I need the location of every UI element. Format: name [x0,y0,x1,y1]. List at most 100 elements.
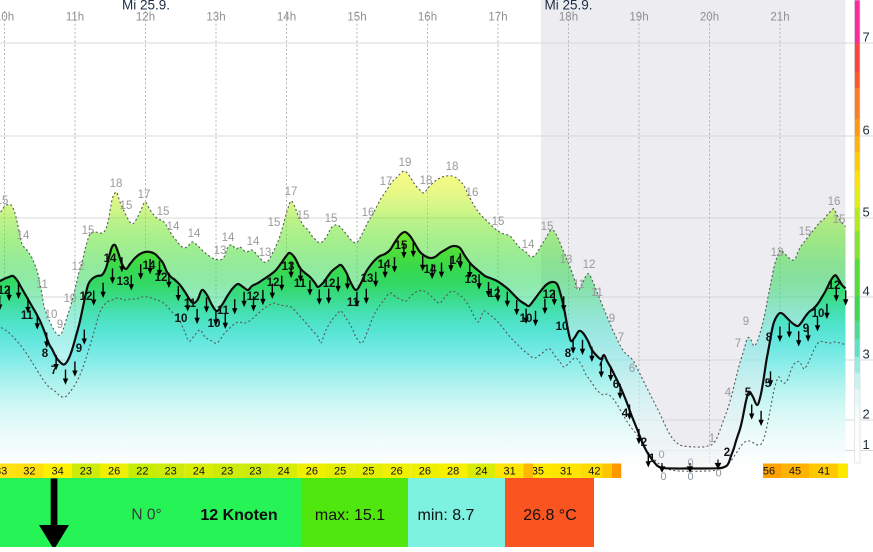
svg-text:15: 15 [833,214,846,226]
svg-text:14: 14 [247,236,260,248]
svg-text:8: 8 [565,348,572,360]
svg-text:26: 26 [419,466,431,478]
svg-text:12: 12 [80,291,93,303]
svg-text:5: 5 [745,387,752,399]
svg-text:13: 13 [771,247,784,259]
svg-text:11: 11 [591,287,603,299]
svg-text:11: 11 [21,310,34,322]
svg-text:42: 42 [588,466,600,478]
svg-text:6: 6 [613,379,619,391]
svg-text:11: 11 [347,297,360,309]
svg-text:18: 18 [420,175,433,187]
svg-text:12: 12 [267,277,280,289]
svg-text:15: 15 [0,195,8,207]
svg-text:25: 25 [362,466,374,478]
svg-text:7: 7 [51,365,57,377]
svg-text:23: 23 [164,466,176,478]
svg-text:8: 8 [42,348,49,360]
svg-text:13: 13 [560,254,573,266]
svg-text:N 0°: N 0° [131,507,161,524]
svg-text:min: 8.7: min: 8.7 [418,507,475,524]
svg-text:28: 28 [447,466,459,478]
svg-text:9: 9 [76,343,82,355]
svg-text:5: 5 [863,205,870,220]
svg-text:15: 15 [82,225,95,237]
svg-text:10: 10 [208,318,221,330]
svg-text:11: 11 [36,279,48,291]
svg-text:9: 9 [57,319,63,331]
svg-text:13: 13 [259,247,272,259]
svg-text:15: 15 [157,206,170,218]
svg-text:0: 0 [660,471,666,483]
svg-text:12: 12 [0,285,10,297]
svg-text:15h: 15h [347,12,366,24]
svg-text:14: 14 [450,255,463,267]
svg-text:24: 24 [475,466,487,478]
svg-text:14: 14 [222,232,235,244]
svg-text:14h: 14h [277,12,296,24]
svg-text:14: 14 [167,221,180,233]
svg-text:13h: 13h [206,12,225,24]
svg-text:17: 17 [380,176,393,188]
svg-text:12h: 12h [136,12,155,24]
svg-text:1: 1 [649,453,656,465]
svg-text:24: 24 [193,466,205,478]
svg-text:1: 1 [709,433,715,445]
svg-text:12: 12 [828,280,841,292]
svg-text:12: 12 [323,278,336,290]
svg-text:Mi 25.9.: Mi 25.9. [122,0,170,13]
svg-text:12: 12 [155,272,168,284]
svg-text:23: 23 [221,466,233,478]
svg-text:34: 34 [51,466,63,478]
svg-text:15: 15 [120,200,133,212]
svg-text:10: 10 [175,313,188,325]
svg-text:4: 4 [863,284,870,299]
svg-text:10: 10 [64,293,77,305]
svg-text:35: 35 [532,466,544,478]
svg-text:2: 2 [863,407,870,422]
svg-text:5: 5 [765,378,772,390]
svg-text:14: 14 [17,230,30,242]
svg-text:16h: 16h [418,12,437,24]
svg-text:15: 15 [268,217,281,229]
svg-text:0: 0 [687,471,693,483]
svg-text:0: 0 [687,457,693,469]
svg-text:13: 13 [361,273,374,285]
svg-text:16: 16 [362,207,375,219]
svg-text:15: 15 [297,210,310,222]
svg-text:19: 19 [399,157,412,169]
svg-text:15: 15 [541,221,554,233]
svg-text:31: 31 [503,466,515,478]
svg-text:19h: 19h [629,12,648,24]
svg-text:9: 9 [743,316,749,328]
svg-text:18: 18 [446,161,459,173]
svg-text:8: 8 [766,332,773,344]
svg-text:12 Knoten: 12 Knoten [200,507,277,524]
svg-text:7: 7 [863,30,870,45]
svg-text:14: 14 [188,228,201,240]
svg-text:31: 31 [560,466,572,478]
svg-text:17: 17 [138,189,151,201]
svg-text:14: 14 [378,259,391,271]
svg-text:26: 26 [306,466,318,478]
svg-text:16: 16 [466,187,479,199]
svg-text:12: 12 [72,261,85,273]
svg-text:18: 18 [110,178,123,190]
svg-text:41: 41 [818,466,830,478]
svg-text:14: 14 [104,253,117,265]
svg-text:7: 7 [598,357,604,369]
svg-text:22: 22 [136,466,148,478]
svg-text:7: 7 [618,332,624,344]
svg-text:14: 14 [424,264,437,276]
svg-text:10: 10 [812,308,825,320]
svg-text:23: 23 [80,466,92,478]
svg-text:15: 15 [325,213,338,225]
svg-text:56: 56 [763,466,775,478]
svg-text:13: 13 [282,261,295,273]
svg-text:17: 17 [285,186,298,198]
svg-text:0: 0 [658,449,664,461]
svg-text:26: 26 [390,466,402,478]
svg-text:26: 26 [108,466,120,478]
svg-text:12: 12 [543,289,556,301]
svg-text:13: 13 [214,245,227,257]
